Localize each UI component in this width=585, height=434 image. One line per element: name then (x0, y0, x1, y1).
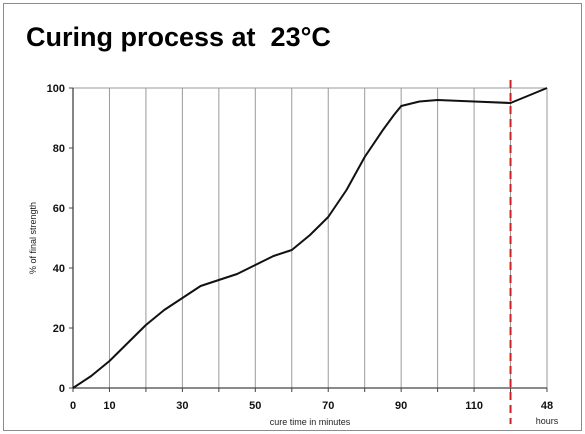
series-line (72, 87, 548, 389)
series-group (72, 87, 548, 389)
x-tick-label: 10 (103, 400, 115, 412)
y-tick-label: 80 (53, 143, 65, 155)
axes (69, 87, 548, 392)
grid-lines (73, 87, 548, 388)
x-tick-label: 70 (322, 400, 334, 412)
x-tick-label: 110 (465, 400, 483, 412)
y-tick-label: 40 (53, 263, 65, 275)
x-tick-label: 90 (395, 400, 407, 412)
x-tick-label: 0 (70, 400, 76, 412)
y-tick-label: 0 (59, 383, 65, 395)
chart-frame (3, 3, 582, 431)
x-tick-label: 48 (541, 400, 553, 412)
x-tick-label: 50 (249, 400, 261, 412)
x-tick-label: 30 (176, 400, 188, 412)
tick-labels: 0 20 40 60 80 100 0 10 30 50 70 90 110 48 (47, 83, 553, 412)
y-tick-label: 60 (53, 203, 65, 215)
x-secondary-label: hours (536, 416, 559, 426)
y-tick-label: 20 (53, 323, 65, 335)
chart-title: Curing process at 23°C (26, 22, 331, 52)
y-tick-label: 100 (47, 83, 65, 95)
x-axis-label: cure time in minutes (270, 417, 351, 427)
y-axis-label: % of final strength (28, 202, 38, 274)
